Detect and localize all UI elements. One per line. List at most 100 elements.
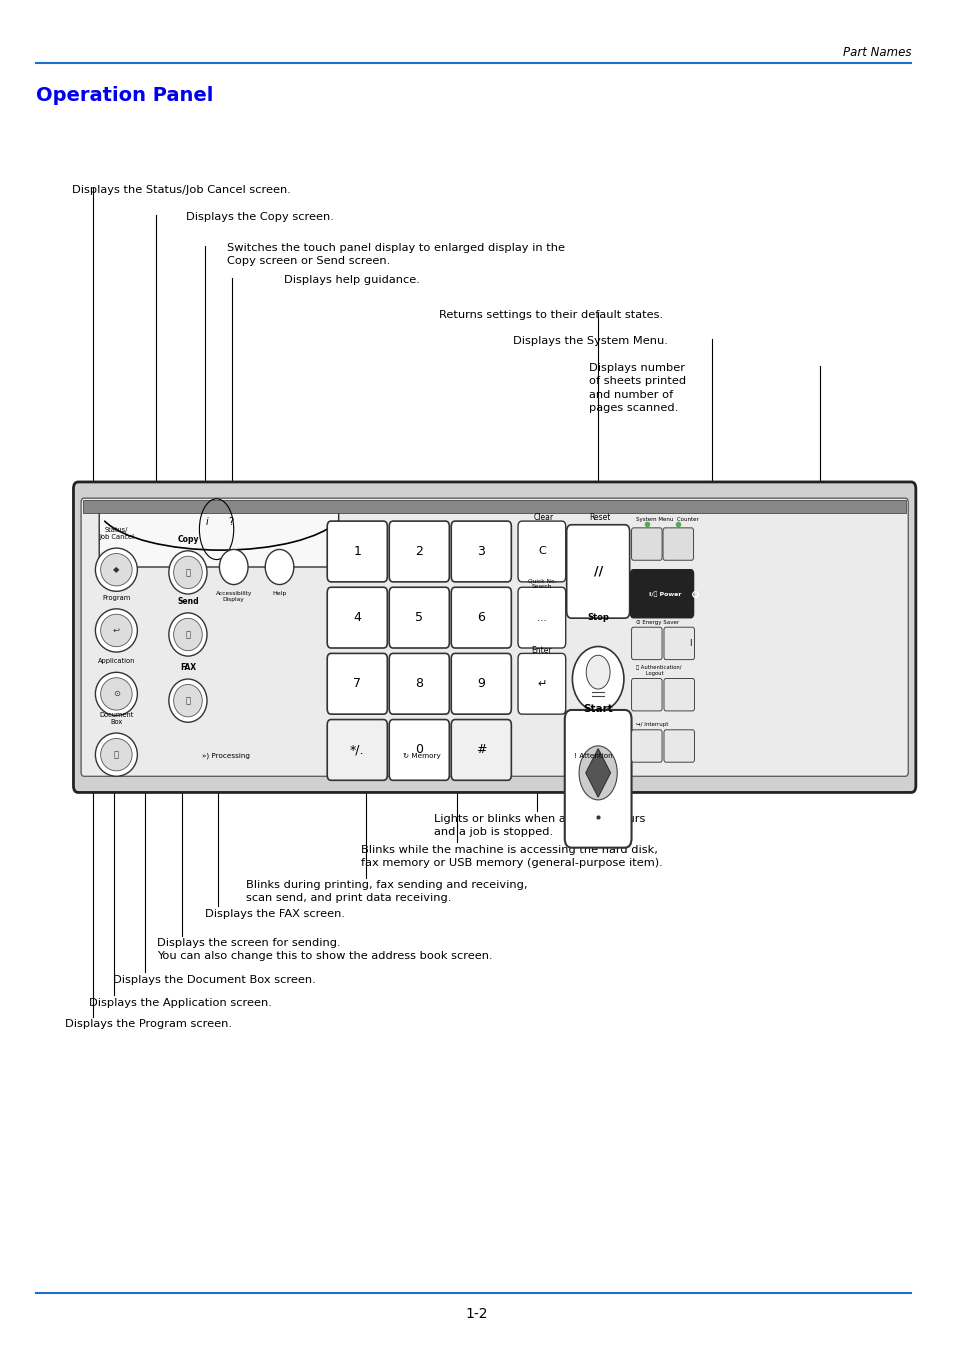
Text: Document
Box: Document Box bbox=[99, 711, 133, 725]
Ellipse shape bbox=[265, 549, 294, 585]
Text: Start: Start bbox=[582, 703, 613, 714]
FancyBboxPatch shape bbox=[630, 570, 693, 618]
Text: Displays the Status/Job Cancel screen.: Displays the Status/Job Cancel screen. bbox=[71, 185, 290, 194]
Ellipse shape bbox=[219, 549, 248, 585]
Text: Displays help guidance.: Displays help guidance. bbox=[284, 275, 419, 285]
Text: 3: 3 bbox=[476, 545, 485, 558]
Text: 8: 8 bbox=[415, 678, 423, 690]
Text: 4: 4 bbox=[353, 612, 361, 624]
Text: Displays the Application screen.: Displays the Application screen. bbox=[89, 998, 272, 1007]
Ellipse shape bbox=[95, 548, 137, 591]
FancyBboxPatch shape bbox=[327, 521, 387, 582]
Text: ◆: ◆ bbox=[113, 566, 119, 574]
Text: Help: Help bbox=[272, 591, 287, 597]
FancyBboxPatch shape bbox=[389, 587, 449, 648]
FancyBboxPatch shape bbox=[631, 528, 661, 560]
Text: System Menu  Counter: System Menu Counter bbox=[636, 517, 699, 522]
Bar bbox=[83, 500, 905, 513]
Text: ⊙ Energy Saver: ⊙ Energy Saver bbox=[636, 620, 679, 625]
Ellipse shape bbox=[101, 678, 132, 710]
Text: */.: */. bbox=[350, 744, 364, 756]
Ellipse shape bbox=[572, 647, 623, 711]
Text: ↪/ Interrupt: ↪/ Interrupt bbox=[636, 722, 668, 728]
Text: ⎘: ⎘ bbox=[185, 630, 191, 639]
Text: 6: 6 bbox=[476, 612, 485, 624]
Text: Returns settings to their default states.: Returns settings to their default states… bbox=[438, 310, 662, 320]
FancyBboxPatch shape bbox=[517, 653, 565, 714]
FancyBboxPatch shape bbox=[451, 587, 511, 648]
Text: 7: 7 bbox=[353, 678, 361, 690]
FancyBboxPatch shape bbox=[631, 679, 661, 711]
Ellipse shape bbox=[101, 554, 132, 586]
FancyBboxPatch shape bbox=[327, 587, 387, 648]
FancyBboxPatch shape bbox=[451, 720, 511, 780]
FancyBboxPatch shape bbox=[73, 482, 915, 792]
Text: Blinks during printing, fax sending and receiving,
scan send, and print data rec: Blinks during printing, fax sending and … bbox=[246, 880, 527, 903]
Text: Blinks while the machine is accessing the hard disk,
fax memory or USB memory (g: Blinks while the machine is accessing th… bbox=[360, 845, 661, 868]
Ellipse shape bbox=[169, 613, 207, 656]
Text: Displays the Document Box screen.: Displays the Document Box screen. bbox=[112, 975, 315, 984]
Text: …: … bbox=[537, 613, 546, 622]
Ellipse shape bbox=[585, 655, 610, 688]
Ellipse shape bbox=[169, 551, 207, 594]
Text: Switches the touch panel display to enlarged display in the
Copy screen or Send : Switches the touch panel display to enla… bbox=[227, 243, 564, 266]
FancyBboxPatch shape bbox=[99, 508, 338, 567]
Ellipse shape bbox=[95, 672, 137, 716]
Text: Displays number
of sheets printed
and number of
pages scanned.: Displays number of sheets printed and nu… bbox=[588, 363, 685, 413]
FancyBboxPatch shape bbox=[327, 720, 387, 780]
Text: ↻ Memory: ↻ Memory bbox=[402, 753, 440, 759]
Text: C: C bbox=[537, 547, 545, 556]
Text: ↵: ↵ bbox=[537, 679, 546, 688]
Text: ?: ? bbox=[228, 517, 233, 528]
Text: //: // bbox=[593, 564, 602, 578]
FancyBboxPatch shape bbox=[517, 587, 565, 648]
FancyBboxPatch shape bbox=[389, 653, 449, 714]
FancyBboxPatch shape bbox=[81, 498, 907, 776]
Text: ⊙: ⊙ bbox=[112, 690, 120, 698]
Text: Status/
Job Cancel: Status/ Job Cancel bbox=[99, 526, 133, 540]
FancyBboxPatch shape bbox=[451, 521, 511, 582]
Text: Displays the Copy screen.: Displays the Copy screen. bbox=[186, 212, 334, 221]
Text: 2: 2 bbox=[415, 545, 423, 558]
Text: 🔒 Authentication/
      Logout: 🔒 Authentication/ Logout bbox=[636, 666, 681, 676]
Text: 📄: 📄 bbox=[113, 751, 119, 759]
Text: ⎘: ⎘ bbox=[185, 697, 191, 705]
Ellipse shape bbox=[173, 618, 202, 651]
Text: Clear: Clear bbox=[533, 513, 554, 522]
Text: ↩: ↩ bbox=[112, 626, 120, 634]
Text: 5: 5 bbox=[415, 612, 423, 624]
FancyBboxPatch shape bbox=[663, 730, 694, 763]
FancyBboxPatch shape bbox=[662, 528, 693, 560]
Text: Application: Application bbox=[97, 659, 135, 664]
Text: Stop: Stop bbox=[587, 613, 608, 622]
FancyBboxPatch shape bbox=[451, 653, 511, 714]
FancyBboxPatch shape bbox=[389, 720, 449, 780]
Text: Displays the Program screen.: Displays the Program screen. bbox=[65, 1019, 232, 1029]
FancyBboxPatch shape bbox=[566, 525, 629, 618]
Text: ! Attention: ! Attention bbox=[574, 753, 612, 759]
Text: Displays the System Menu.: Displays the System Menu. bbox=[513, 336, 667, 346]
Text: ⎘: ⎘ bbox=[185, 568, 191, 576]
FancyBboxPatch shape bbox=[517, 521, 565, 582]
Ellipse shape bbox=[95, 733, 137, 776]
Text: i: i bbox=[206, 517, 208, 528]
Text: Send: Send bbox=[177, 597, 198, 606]
FancyBboxPatch shape bbox=[663, 628, 694, 660]
Polygon shape bbox=[585, 748, 610, 796]
Ellipse shape bbox=[101, 738, 132, 771]
Text: 0: 0 bbox=[415, 744, 423, 756]
Text: Part Names: Part Names bbox=[841, 46, 910, 59]
Text: Lights or blinks when an error occurs
and a job is stopped.: Lights or blinks when an error occurs an… bbox=[434, 814, 645, 837]
Text: Accessibility
Display: Accessibility Display bbox=[215, 591, 252, 602]
FancyBboxPatch shape bbox=[564, 710, 631, 848]
Text: Reset: Reset bbox=[589, 513, 610, 522]
Text: Enter: Enter bbox=[531, 645, 552, 655]
FancyBboxPatch shape bbox=[663, 679, 694, 711]
Text: Displays the FAX screen.: Displays the FAX screen. bbox=[205, 909, 345, 918]
Ellipse shape bbox=[101, 614, 132, 647]
Text: Quick No.
Search: Quick No. Search bbox=[527, 578, 556, 589]
Text: #: # bbox=[476, 744, 486, 756]
Text: 1-2: 1-2 bbox=[465, 1307, 488, 1320]
Text: Copy: Copy bbox=[177, 535, 198, 544]
Ellipse shape bbox=[173, 556, 202, 589]
